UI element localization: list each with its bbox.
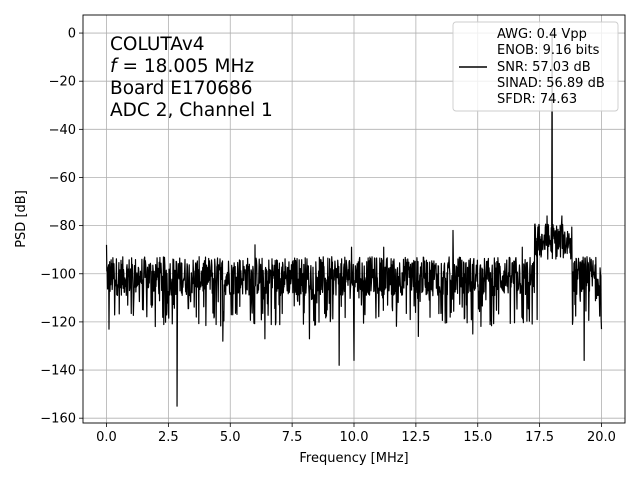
x-tick-label: 0.0: [96, 430, 117, 445]
x-tick-label: 2.5: [158, 430, 179, 445]
x-tick-label: 5.0: [220, 430, 241, 445]
y-tick-label: −20: [49, 75, 76, 90]
y-tick-label: −160: [40, 412, 76, 427]
x-axis-label: Frequency [MHz]: [299, 451, 408, 466]
legend-frame: [452, 21, 619, 112]
x-tick-label: 10.0: [340, 430, 369, 445]
annotation-line-4: ADC 2, Channel 1: [110, 100, 273, 121]
legend-entry-awg: AWG: 0.4 Vpp: [497, 27, 587, 42]
annotation-line-2: f = 18.005 MHz: [110, 56, 254, 77]
x-tick-label: 20.0: [587, 430, 616, 445]
x-tick-label: 17.5: [525, 430, 554, 445]
y-tick-label: −100: [40, 267, 76, 282]
y-tick-label: −40: [49, 123, 76, 138]
y-tick-label: −140: [40, 364, 76, 379]
y-axis-label: PSD [dB]: [14, 190, 29, 248]
y-tick-label: −80: [49, 219, 76, 234]
x-tick-label: 12.5: [401, 430, 430, 445]
y-tick-label: −120: [40, 315, 76, 330]
legend: AWG: 0.4 Vpp ENOB: 9.16 bits SNR: 57.03 …: [452, 21, 619, 112]
legend-entry-enob: ENOB: 9.16 bits: [497, 43, 600, 58]
x-tick-label: 15.0: [463, 430, 492, 445]
legend-entry-sinad: SINAD: 56.89 dB: [497, 76, 605, 91]
y-tick-label: −60: [49, 171, 76, 186]
series-layer: [105, 32, 603, 407]
frequency-value: = 18.005 MHz: [123, 56, 255, 77]
y-tick-label: 0: [68, 27, 76, 42]
ticks: 0.0 2.5 5.0 7.5 10.0 12.5 15.0 17.5 20.0 0 −20 −40 −…: [40, 27, 616, 445]
legend-entry-snr: SNR: 57.03 dB: [497, 60, 591, 75]
annotation-line-1: COLUTAv4: [110, 34, 205, 55]
f-symbol: f: [110, 56, 119, 77]
annotation-box: COLUTAv4 f = 18.005 MHz Board E170686 ADC…: [110, 34, 273, 121]
psd-series-line: [105, 32, 603, 407]
annotation-line-3: Board E170686: [110, 78, 253, 99]
x-tick-label: 7.5: [282, 430, 303, 445]
legend-entry-sfdr: SFDR: 74.63: [497, 92, 577, 107]
